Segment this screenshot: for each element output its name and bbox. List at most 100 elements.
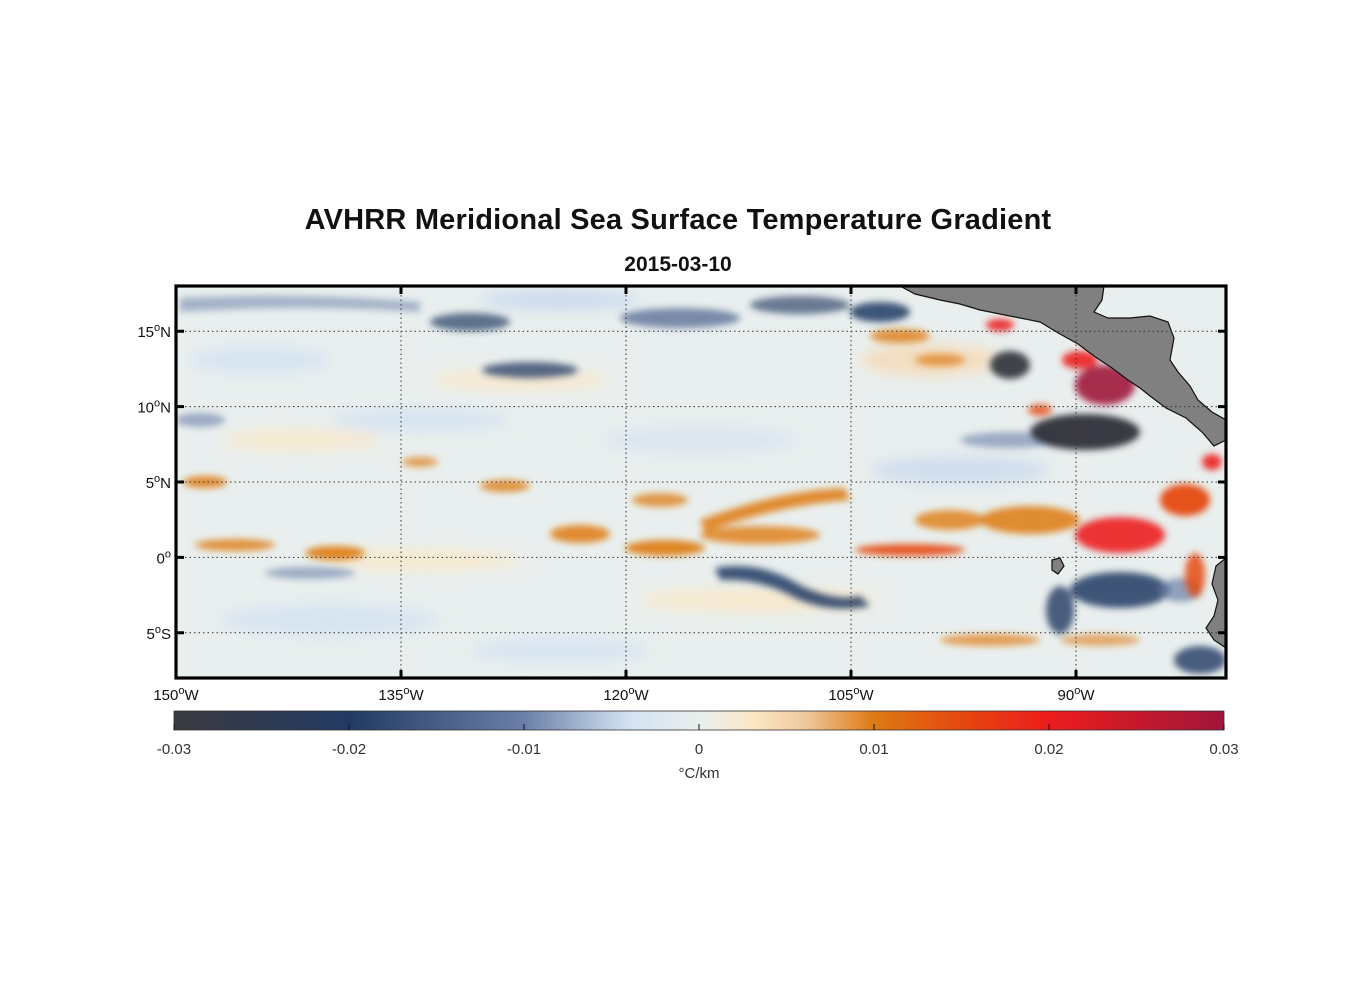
texture-warm (220, 430, 380, 450)
cold-streak (265, 567, 355, 579)
texture-cool (600, 426, 800, 454)
lon-tick-label: 135oW (378, 685, 424, 704)
cold-streak (430, 313, 510, 331)
chart-subtitle: 2015-03-10 (624, 253, 732, 276)
lat-tick-label: 10oN (137, 398, 171, 417)
cold-streak (482, 362, 578, 378)
warm-streak (183, 476, 227, 488)
degree-symbol: o (628, 685, 634, 697)
warm-streak (1160, 484, 1210, 516)
warm-streak (855, 544, 965, 556)
hemisphere-letter: S (161, 626, 171, 643)
warm-streak (986, 319, 1014, 331)
warm-streak (1185, 553, 1205, 597)
texture-cool (330, 408, 510, 432)
chart-title: AVHRR Meridional Sea Surface Temperature… (304, 204, 1052, 236)
hemisphere-letter: W (859, 687, 874, 704)
texture-cool (470, 638, 650, 662)
degree-symbol: o (154, 322, 160, 334)
colorbar-ticks (173, 724, 1225, 730)
colorbar-tick-label: 0.02 (1034, 741, 1063, 758)
negative-gradient-features (176, 295, 1226, 674)
lon-tick-label: 120oW (603, 685, 649, 704)
colorbar-tick-label: 0.01 (859, 741, 888, 758)
positive-gradient-features (183, 319, 1222, 646)
warm-streak (870, 329, 930, 343)
colorbar: -0.03 -0.02 -0.01 0 0.01 0.02 0.03 °C/km (157, 710, 1239, 782)
warm-streak (1060, 634, 1140, 646)
warm-streak (940, 634, 1040, 646)
degree-symbol: o (165, 548, 171, 560)
degree-symbol: o (155, 624, 161, 636)
colorbar-tick-label: -0.01 (507, 741, 541, 758)
cold-streak (1046, 586, 1074, 634)
degree-symbol: o (154, 398, 160, 410)
warm-streak (915, 510, 985, 530)
degree-symbol: o (154, 473, 160, 485)
warm-streak (550, 525, 610, 543)
hemisphere-letter: W (409, 687, 424, 704)
colorbar-tick-label: -0.02 (332, 741, 366, 758)
cold-streak (1174, 646, 1226, 674)
warm-streak (305, 546, 365, 560)
papagayo-cold-eddy (1030, 414, 1140, 450)
lon-tick-label: 90oW (1058, 685, 1096, 704)
hemisphere-letter: N (160, 400, 171, 417)
lon-tick-labels: 150oW 135oW 120oW 105oW 90oW (153, 685, 1095, 704)
lon-tick-label: 105oW (828, 685, 874, 704)
colorbar-tick-label: 0 (695, 741, 703, 758)
lon-tick-label: 150oW (153, 685, 199, 704)
warm-streak (915, 354, 965, 366)
degree-symbol: o (403, 685, 409, 697)
degree-symbol: o (853, 685, 859, 697)
lat-tick-label: 15oN (137, 322, 171, 341)
lat-tick-label: 5oN (146, 473, 171, 492)
cold-streak (750, 296, 850, 314)
warm-streak (625, 540, 705, 556)
warm-streak (632, 493, 688, 507)
colorbar-unit-label: °C/km (679, 765, 720, 782)
hemisphere-letter: N (160, 475, 171, 492)
warm-streak (980, 506, 1080, 534)
cold-streak (176, 413, 225, 427)
central-america-land (899, 286, 1226, 447)
hemisphere-letter: W (184, 687, 199, 704)
colorbar-tick-label: -0.03 (157, 741, 191, 758)
map-area (176, 286, 1226, 678)
equatorial-cold-tongue (715, 566, 870, 609)
texture-cool (870, 456, 1050, 484)
colorbar-tick-labels: -0.03 -0.02 -0.01 0 0.01 0.02 0.03 (157, 741, 1239, 758)
galapagos-islands (1051, 557, 1065, 575)
hemisphere-letter: W (1080, 687, 1095, 704)
warm-streak (1028, 404, 1052, 416)
lat-tick-label: 5oS (147, 624, 171, 643)
axis-ticks (174, 286, 1226, 678)
warm-streak (402, 457, 438, 467)
south-america-land (1205, 557, 1226, 649)
warm-streak (480, 480, 530, 492)
warm-streak (1062, 351, 1098, 369)
texture-cool (220, 604, 440, 636)
lat-tick-labels: 15oN 10oN 5oN 0o 5oS (137, 322, 171, 643)
hemisphere-letter: W (634, 687, 649, 704)
land (899, 286, 1226, 649)
equatorial-warm-band (700, 488, 850, 532)
warm-streak (195, 539, 275, 551)
texture-cool (480, 290, 640, 310)
cold-streak (180, 295, 420, 312)
central-america-warm-anomaly (1075, 365, 1135, 405)
panama-bight-warm-anomaly (1075, 517, 1165, 553)
hemisphere-letter: N (160, 324, 171, 341)
galapagos-cold-anomaly (1070, 572, 1170, 608)
warm-streak (1202, 454, 1222, 470)
cold-streak (620, 308, 740, 328)
cold-streak (850, 302, 910, 322)
lat-tick-label: 0o (157, 548, 171, 567)
degree-symbol: o (178, 685, 184, 697)
texture-cool (190, 346, 330, 374)
colorbar-tick-label: 0.03 (1209, 741, 1238, 758)
texture-warm (320, 550, 520, 570)
degree-symbol: o (1074, 685, 1080, 697)
coastal-cold-eddy (990, 351, 1030, 379)
